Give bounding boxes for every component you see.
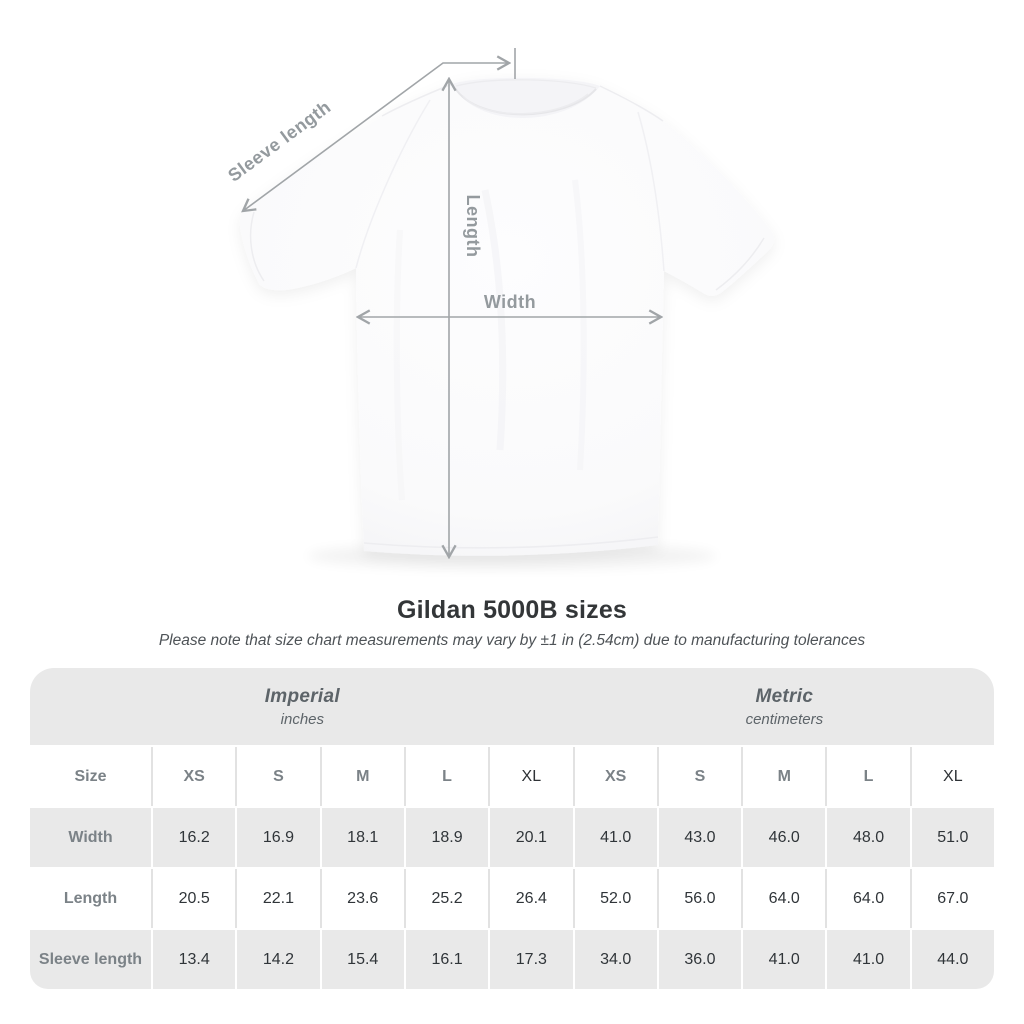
table-row-length: Length 20.5 22.1 23.6 25.2 26.4 52.0 56.… xyxy=(30,869,994,928)
value-cell: 56.0 xyxy=(658,869,742,928)
imperial-title: Imperial xyxy=(264,685,340,707)
value-cell: 34.0 xyxy=(574,930,657,989)
value-cell: 20.5 xyxy=(153,869,236,928)
value-cell: 14.2 xyxy=(237,930,320,989)
value-cell: 20.1 xyxy=(490,808,573,867)
size-header-cell: XL xyxy=(911,747,994,806)
value-cell: 16.2 xyxy=(153,808,236,867)
size-table: Imperial inches Metric centimeters Size … xyxy=(30,668,994,989)
tshirt-measurement-diagram: Sleeve length Length Width xyxy=(224,48,775,569)
row-label: Width xyxy=(30,808,151,867)
metric-header: Metric centimeters xyxy=(575,668,994,745)
tolerance-note: Please note that size chart measurements… xyxy=(158,632,866,649)
row-label: Length xyxy=(30,869,151,928)
size-col-header: Size xyxy=(30,747,151,806)
value-cell: 48.0 xyxy=(827,808,910,867)
value-cell: 43.0 xyxy=(658,808,742,867)
sleeve-length-arrow xyxy=(243,63,509,211)
imperial-header: Imperial inches xyxy=(30,668,575,745)
value-cell: 41.0 xyxy=(743,930,826,989)
value-cell: 15.4 xyxy=(321,930,404,989)
unit-header-band: Imperial inches Metric centimeters xyxy=(30,668,994,745)
value-cell: 67.0 xyxy=(911,869,994,928)
size-chart-page: Sleeve length Length Width Gildan 5000B … xyxy=(30,48,994,989)
value-cell: 13.4 xyxy=(153,930,236,989)
value-cell: 46.0 xyxy=(743,808,826,867)
value-cell: 52.0 xyxy=(574,869,657,928)
value-cell: 64.0 xyxy=(827,869,910,928)
size-header-cell: M xyxy=(321,747,404,806)
size-header-cell: XS xyxy=(574,747,657,806)
page-title: Gildan 5000B sizes xyxy=(396,596,628,624)
width-label: Width xyxy=(484,292,536,312)
imperial-subtitle: inches xyxy=(280,710,324,728)
table-row-sleeve-length: Sleeve length 13.4 14.2 15.4 16.1 17.3 3… xyxy=(30,930,994,989)
value-cell: 64.0 xyxy=(743,869,826,928)
size-header-cell: L xyxy=(405,747,489,806)
metric-subtitle: centimeters xyxy=(745,710,824,728)
value-cell: 16.1 xyxy=(405,930,489,989)
value-cell: 41.0 xyxy=(574,808,657,867)
size-header-cell: S xyxy=(237,747,320,806)
metric-title: Metric xyxy=(755,685,814,707)
value-cell: 18.9 xyxy=(405,808,489,867)
value-cell: 36.0 xyxy=(658,930,742,989)
tshirt-graphic xyxy=(239,75,775,556)
table-row-width: Width 16.2 16.9 18.1 18.9 20.1 41.0 43.0… xyxy=(30,808,994,867)
row-label: Sleeve length xyxy=(30,930,151,989)
size-header-cell: S xyxy=(658,747,742,806)
size-header-row: Size XS S M L XL XS S M L XL xyxy=(30,747,994,806)
value-cell: 51.0 xyxy=(911,808,994,867)
value-cell: 25.2 xyxy=(405,869,489,928)
size-header-cell: L xyxy=(827,747,910,806)
value-cell: 44.0 xyxy=(911,930,994,989)
value-cell: 17.3 xyxy=(490,930,573,989)
value-cell: 26.4 xyxy=(490,869,573,928)
value-cell: 41.0 xyxy=(827,930,910,989)
value-cell: 16.9 xyxy=(237,808,320,867)
size-header-cell: XS xyxy=(153,747,236,806)
value-cell: 18.1 xyxy=(321,808,404,867)
size-header-cell: M xyxy=(743,747,826,806)
value-cell: 23.6 xyxy=(321,869,404,928)
length-label: Length xyxy=(463,195,483,258)
value-cell: 22.1 xyxy=(237,869,320,928)
size-header-cell: XL xyxy=(490,747,573,806)
